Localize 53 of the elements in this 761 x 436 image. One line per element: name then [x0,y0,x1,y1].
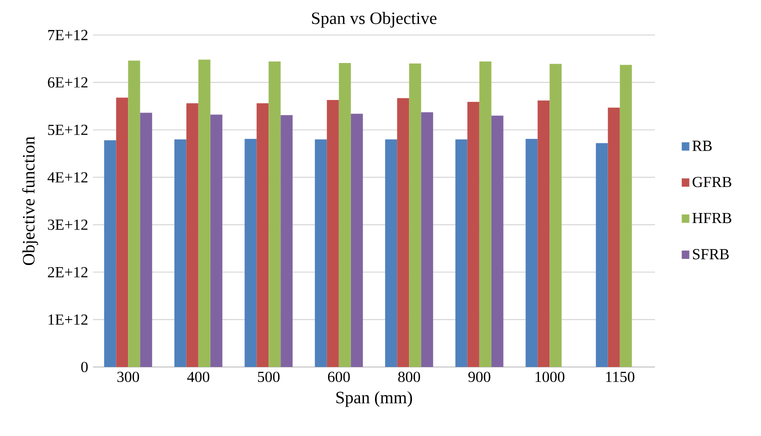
x-tick-label: 300 [117,372,140,382]
bar [268,62,281,367]
bar [104,140,116,367]
legend-label: SFRB [693,249,729,260]
y-axis-title: Objective function [22,136,38,266]
bar [397,98,410,367]
y-tick-label: 0 [81,362,88,372]
bar [455,139,468,367]
y-tick-label: 6E+12 [48,77,88,88]
legend-label: GFRB [692,176,732,188]
y-tick-label: 2E+12 [48,267,88,278]
bar [186,103,198,367]
bar [280,115,293,367]
x-tick-label: 1000 [536,372,564,382]
x-tick-label: 500 [258,372,280,382]
bar [198,60,210,367]
bar [174,139,186,367]
bar [338,62,351,367]
bar [608,108,620,367]
bar [244,138,257,367]
x-tick-label: 400 [187,372,210,382]
y-tick-label: 5E+12 [48,124,88,136]
bar [210,114,222,367]
bar [526,138,538,367]
bar [467,102,480,367]
x-tick-label: 800 [398,372,420,382]
legend-label: HFRB [692,213,732,224]
bar [491,116,504,367]
y-tick-label: 4E+12 [48,172,88,182]
bar [409,63,422,367]
y-tick-label: 7E+12 [48,30,88,40]
x-tick-label: 900 [468,372,490,382]
bar [256,103,269,367]
bar [140,112,152,367]
bar [314,139,327,367]
bar [421,112,434,367]
bar [620,64,632,367]
bar [385,139,398,367]
x-axis-title: Span (mm) [336,391,412,407]
bar [596,143,608,367]
bar [479,62,492,367]
bar [326,100,339,367]
bar [538,100,550,367]
chart-title: Span vs Objective [312,12,436,28]
x-tick-label: 600 [328,372,350,382]
y-tick-label: 1E+12 [48,314,88,325]
bar [116,98,128,367]
bar [128,60,140,367]
bar [550,64,562,367]
y-tick-label: 3E+12 [48,220,88,230]
legend-label: RB [692,140,712,151]
bar [350,114,363,367]
x-tick-label: 1150 [606,372,634,382]
